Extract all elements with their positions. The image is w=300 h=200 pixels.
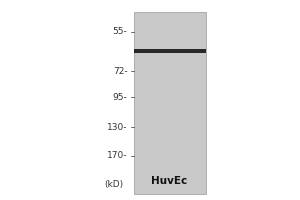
Text: 95-: 95- xyxy=(113,92,128,102)
Text: 130-: 130- xyxy=(107,122,128,132)
Text: 55-: 55- xyxy=(113,27,128,36)
Bar xyxy=(134,49,206,53)
Text: 72-: 72- xyxy=(113,66,128,75)
Text: HuvEc: HuvEc xyxy=(152,176,188,186)
Text: (kD): (kD) xyxy=(104,180,123,189)
Bar xyxy=(134,12,206,194)
Text: 170-: 170- xyxy=(107,152,128,160)
